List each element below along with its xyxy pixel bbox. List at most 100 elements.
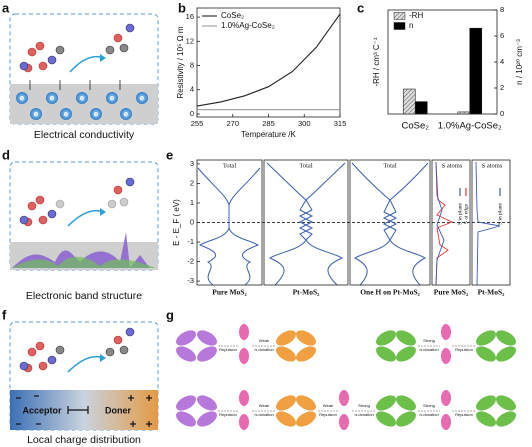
panel-letter: g	[166, 307, 174, 322]
electron-label: e	[124, 110, 129, 119]
shape	[19, 61, 29, 71]
shape	[396, 346, 416, 362]
shape	[23, 33, 123, 73]
g-label: Repulsion	[219, 347, 237, 352]
panel-d: Electronic band structure	[9, 161, 159, 302]
shape	[476, 395, 496, 411]
shape	[441, 348, 451, 364]
shape	[239, 324, 349, 430]
y-tick-label: 0	[190, 217, 194, 226]
shape	[496, 395, 516, 411]
shape	[55, 197, 129, 209]
dos-title: S atoms	[482, 162, 503, 169]
panel-a: e e e e ee e e e Electrical conductivity	[9, 13, 159, 141]
g-label: π-donation	[419, 412, 438, 417]
legend-swatch	[393, 22, 406, 30]
shape	[197, 167, 260, 286]
shape	[276, 330, 316, 427]
x-tick-label: 285	[262, 119, 275, 128]
g-label: π-donation	[419, 347, 438, 352]
legend-label: 1.0%Ag-CoSe₂	[221, 21, 275, 30]
y-tick-label: 3	[190, 159, 194, 168]
shape	[55, 45, 65, 55]
shape	[476, 330, 496, 346]
dos-label: One H on Pt-MoS₂	[360, 288, 420, 297]
shape	[69, 55, 105, 73]
dos-label: Pt-MoS₂	[478, 288, 506, 297]
y-tick-label: 12	[186, 36, 194, 45]
shape	[100, 54, 106, 62]
shape	[27, 47, 37, 57]
electron	[60, 108, 72, 120]
shape	[29, 80, 121, 90]
shape	[239, 390, 249, 406]
shape	[113, 33, 123, 43]
dos-frame	[431, 159, 471, 286]
panel-letter: b	[178, 0, 186, 15]
shape	[296, 330, 316, 346]
y-tick-label: -1	[187, 237, 194, 246]
dos-label: Pt-MoS₂	[293, 288, 321, 297]
shape	[339, 414, 349, 430]
legend-label: CoSe₂	[221, 11, 244, 20]
shape	[19, 177, 135, 225]
shape	[376, 330, 516, 427]
shape	[296, 411, 316, 427]
shape	[47, 55, 57, 65]
shape	[113, 335, 123, 345]
g-label: Weak	[323, 403, 333, 408]
legend-label: S in plane	[497, 202, 503, 225]
y2-tick-label: 4	[500, 57, 504, 66]
dos-label: Pure MoS₂	[212, 288, 247, 297]
g-label: Repulsion	[319, 412, 337, 417]
shape	[198, 167, 261, 286]
shape	[239, 414, 249, 430]
shape	[239, 348, 249, 364]
shape	[382, 162, 429, 286]
shape	[125, 177, 135, 187]
legend-swatch	[393, 12, 406, 20]
electron	[90, 108, 102, 120]
shape	[376, 346, 396, 362]
y2-tick-label: 2	[500, 83, 504, 92]
shape	[19, 23, 135, 71]
shape	[67, 209, 105, 227]
panel-letter: a	[2, 0, 10, 15]
dos-label: Pure MoS₂	[434, 288, 469, 297]
electron-label: e	[64, 110, 69, 119]
g-label: Weak	[259, 338, 269, 343]
shape	[19, 215, 29, 225]
shape	[35, 41, 45, 51]
dos-frame	[263, 159, 349, 286]
y-tick-label: 1	[190, 198, 194, 207]
g-label: Repulsion	[455, 412, 473, 417]
electron-label: e	[80, 94, 85, 103]
x-tick-label: 315	[334, 119, 347, 128]
shape	[176, 346, 196, 362]
electron-label: e	[34, 110, 39, 119]
dos-title: Total	[383, 162, 396, 169]
shape	[100, 354, 106, 362]
x-tick-label: 255	[191, 119, 204, 128]
shape	[23, 335, 123, 373]
series-line	[196, 13, 341, 107]
shape	[105, 347, 115, 357]
shape	[100, 208, 106, 216]
y-tick-label: 2	[190, 178, 194, 187]
shape	[396, 411, 416, 427]
shape	[298, 162, 346, 286]
shape	[396, 395, 416, 411]
y2-tick-label: 6	[500, 31, 504, 40]
y-tick-label: 0	[190, 109, 194, 118]
shape	[55, 43, 129, 55]
shape	[119, 43, 129, 53]
caption: Local charge distribution	[27, 434, 141, 446]
y-tick-label: 8	[190, 61, 194, 70]
panel-letter: c	[357, 0, 364, 15]
shape	[339, 390, 349, 406]
shape	[475, 161, 501, 286]
shape	[125, 23, 135, 33]
shape	[441, 414, 451, 430]
shape	[441, 390, 451, 406]
x-tick-label: 1.0%Ag-CoSe₂	[438, 121, 502, 132]
